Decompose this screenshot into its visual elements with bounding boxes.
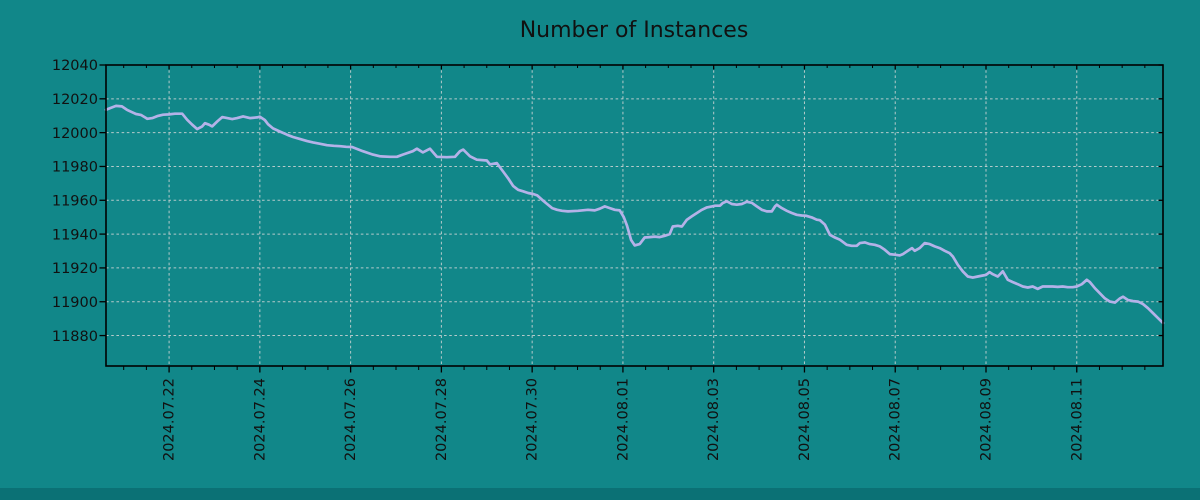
x-tick-label: 2024.08.03: [706, 378, 722, 461]
x-tick-label: 2024.07.28: [434, 378, 450, 461]
x-tick-label: 2024.07.22: [162, 378, 178, 461]
x-tick-label: 2024.07.30: [525, 378, 541, 461]
chart-title: Number of Instances: [520, 18, 749, 43]
x-tick-label: 2024.07.24: [252, 378, 268, 461]
plot-border: [105, 64, 1164, 367]
y-tick-label: 11960: [52, 193, 98, 209]
bottom-strip: [0, 488, 1200, 500]
y-tick-label: 11980: [52, 160, 98, 176]
y-tick-label: 11880: [52, 329, 98, 345]
data-series: [104, 104, 1165, 325]
x-tick-label: 2024.08.07: [888, 378, 904, 461]
y-tick-label: 12000: [52, 126, 98, 142]
x-tick-label: 2024.07.26: [343, 378, 359, 461]
y-tick-label: 11900: [52, 295, 98, 311]
y-tick-label: 11940: [52, 227, 98, 243]
axis-ticks: [99, 64, 1163, 373]
y-tick-label: 12020: [52, 92, 98, 108]
axis-labels: 2024.07.22 2024.07.24 2024.07.26 2024.07.28…: [52, 58, 1085, 461]
x-tick-label: 2024.08.09: [979, 378, 995, 461]
y-tick-label: 11920: [52, 261, 98, 277]
x-tick-label: 2024.08.05: [797, 378, 813, 461]
x-tick-label: 2024.08.11: [1069, 378, 1085, 461]
x-tick-label: 2024.08.01: [615, 378, 631, 461]
y-tick-label: 12040: [52, 58, 98, 74]
data-series-line: [104, 104, 1165, 325]
